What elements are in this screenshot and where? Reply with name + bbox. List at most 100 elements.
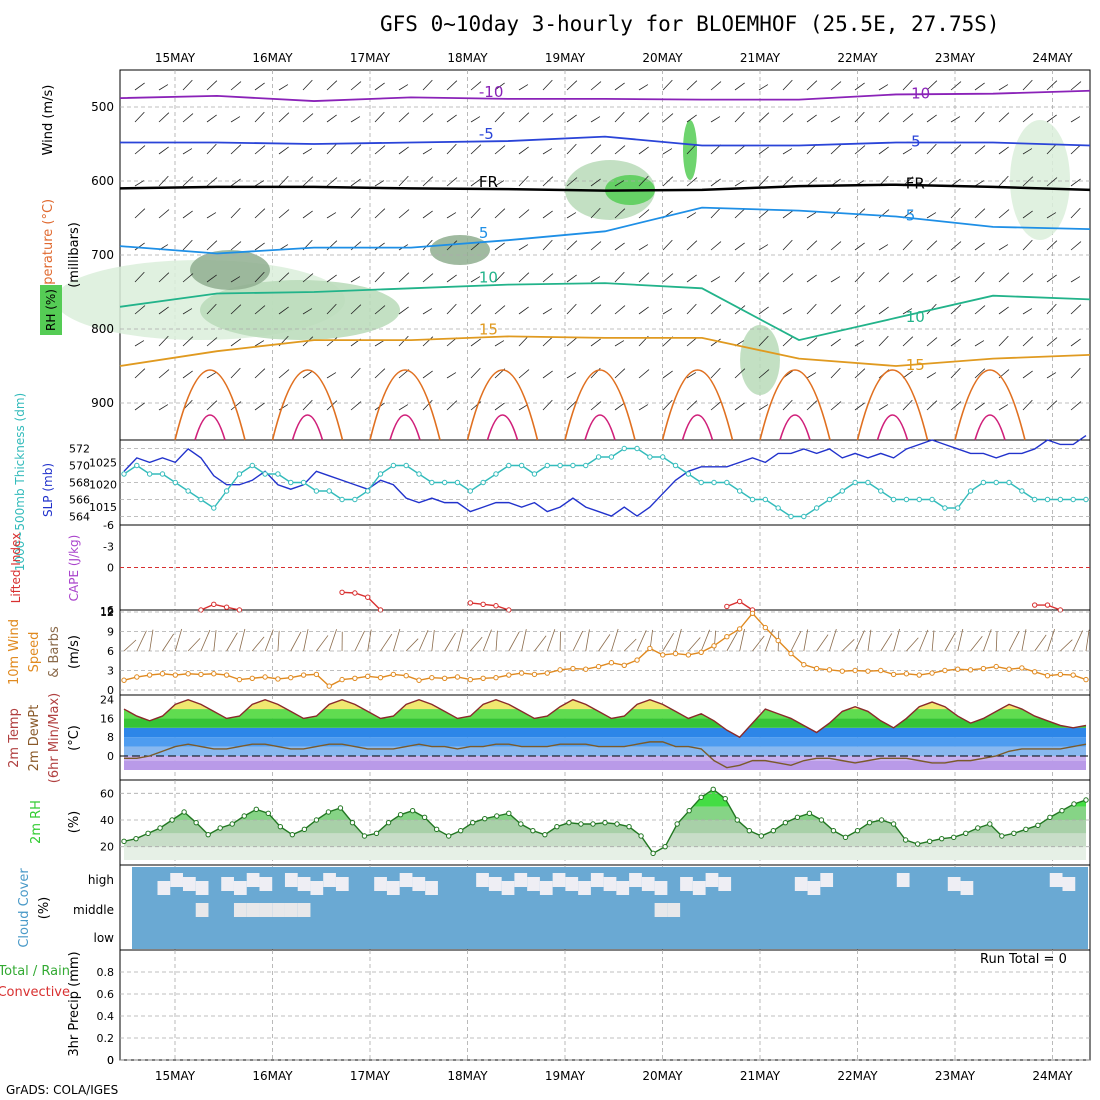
wind-barb [854,402,865,411]
wind-barb [470,304,482,315]
wind-barb [806,240,818,251]
surface-wind-barb [546,629,556,652]
wind-barb [494,111,505,123]
rh-line-point [205,831,211,838]
cloud-high-cell [488,877,502,891]
wind-barb [302,176,314,187]
wind-barb [830,304,842,315]
wind-barb [326,143,337,155]
wind-barb [878,272,890,283]
wind-barb [590,276,601,283]
wind-barb [278,209,290,219]
wind-barb [206,114,217,123]
wind-barb [566,240,578,251]
wind-barb [710,276,721,283]
surface-wind-barb [328,629,337,652]
thickness-line-point [390,462,397,469]
wind-barb [254,145,266,155]
wind-speed-line-point [506,672,512,678]
wind-barb [1070,81,1082,91]
wind-barb [638,209,650,219]
wind-barb [494,82,505,91]
surface-wind-barb [367,629,372,652]
li-line-point [377,607,384,613]
wind-barb [782,273,794,283]
precip-tick-label: 0 [107,1054,114,1067]
wind-barb [950,367,961,379]
cloud-high-cell [310,881,324,895]
wind-barb [254,208,266,219]
wind-speed-line-point [685,652,692,658]
rh-line-point [686,807,692,814]
wind-barb [782,79,793,91]
wind-barb [230,276,241,283]
wind-speed-line-point [172,672,179,678]
axis-label-minmax: (6hr Min/Max) [47,693,62,783]
wind-barb [134,180,145,187]
wind-barb [326,80,338,91]
axis-label-rh-unit: (%) [67,811,82,834]
wind-speed-line-point [480,675,486,681]
cloud-level-label: high [88,873,114,887]
pressure-tick-label: 800 [91,322,114,336]
wind-barb [1070,338,1081,347]
wind-speed-line-point [159,671,166,677]
rh-line-point [951,834,957,841]
cloud-high-cell [654,881,668,895]
precip-tick-label: 0 [107,1054,114,1067]
wind-barb [182,308,193,315]
surface-wind-barb [354,630,365,652]
wind-barb [998,209,1010,219]
wind-barb [182,239,193,251]
wind-speed-line-point [134,674,140,680]
rh-line-point [674,821,680,827]
warm-contour [974,414,1006,441]
wind-barb [326,337,338,347]
warm-contour [759,369,831,441]
wind-barb [902,308,913,315]
wind-barb [542,370,553,379]
run-total-label: Run Total = 0 [980,952,1067,967]
rh-shading [683,120,697,180]
wind-speed-line-point [377,674,384,681]
wind-speed-line-point [595,663,602,670]
wind-barb [614,242,625,251]
thickness-line-point [159,471,166,477]
wind-speed-line-point [300,672,307,678]
thickness-line-point [967,488,974,494]
wind-speed-line-point [518,670,525,676]
wind-barb [950,276,961,283]
isotherm-label: FR [906,175,925,193]
wind-barb [374,145,386,155]
cloud-mid-cell [297,903,311,917]
wind-barb [326,240,338,251]
rh-line-point [421,814,428,821]
wind-barb [590,304,602,315]
wind-barb [374,82,385,91]
wind-barb [878,209,890,219]
bottom-day-label: 17MAY [350,1069,391,1083]
wind-speed-line-point [454,674,461,680]
li-line-point [1057,607,1064,613]
warm-contour [856,369,929,441]
wind-barb [230,81,242,91]
warm-contour [661,369,734,441]
precip-tick-label: 0.8 [97,966,115,979]
wind-barb [974,208,986,219]
rh-line-point [217,825,223,831]
wind-barb [278,84,289,91]
wind-speed-line-point [390,671,397,678]
wind-barb [782,239,793,251]
wind-barb [470,81,482,91]
li-line-point [339,589,345,595]
wind-barb [686,212,697,219]
rh-line-point [409,807,416,814]
wind-barb [1046,177,1058,187]
wind-barb [662,148,673,155]
wind-barb [782,308,793,315]
wind-barb [422,176,434,187]
wind-speed-line [123,612,1087,687]
rh-band [124,846,1086,860]
li-line-point [236,607,243,613]
wind-barb [302,399,313,411]
